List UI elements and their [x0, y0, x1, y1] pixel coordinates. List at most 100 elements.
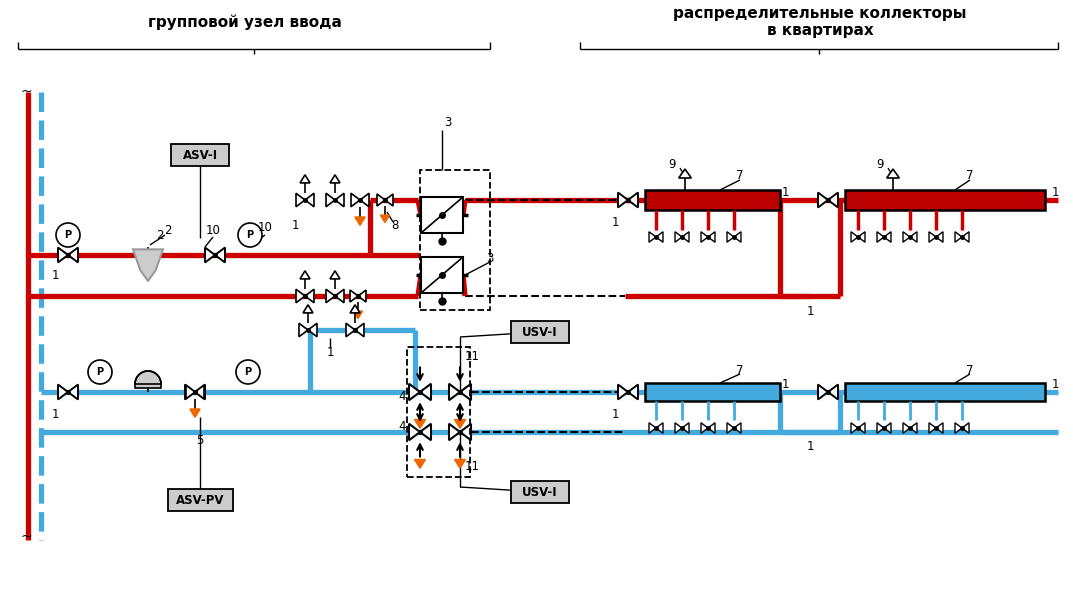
Bar: [421, 257, 464, 293]
Polygon shape: [877, 231, 884, 242]
Polygon shape: [205, 248, 215, 262]
Polygon shape: [185, 384, 195, 399]
Polygon shape: [708, 231, 715, 242]
Polygon shape: [133, 249, 163, 281]
Text: 1: 1: [806, 305, 813, 318]
Polygon shape: [305, 289, 314, 303]
Polygon shape: [858, 423, 865, 433]
Polygon shape: [335, 193, 344, 206]
Polygon shape: [330, 175, 340, 183]
Text: P: P: [97, 367, 104, 377]
Polygon shape: [936, 231, 943, 242]
Polygon shape: [68, 384, 78, 399]
Polygon shape: [354, 311, 363, 318]
Polygon shape: [682, 423, 689, 433]
Polygon shape: [851, 423, 858, 433]
Text: 5: 5: [196, 434, 204, 446]
Text: P: P: [247, 230, 253, 240]
Circle shape: [238, 223, 262, 247]
Text: 9: 9: [877, 158, 884, 171]
Polygon shape: [335, 289, 344, 303]
Text: 1: 1: [326, 346, 334, 359]
Polygon shape: [628, 193, 638, 208]
Polygon shape: [350, 305, 359, 313]
Polygon shape: [649, 423, 656, 433]
Polygon shape: [355, 217, 365, 225]
Polygon shape: [818, 193, 828, 208]
Polygon shape: [300, 271, 310, 279]
Bar: [645, 383, 780, 401]
Polygon shape: [305, 193, 314, 206]
Text: 11: 11: [465, 350, 480, 364]
Polygon shape: [355, 323, 364, 337]
Polygon shape: [300, 175, 310, 183]
Polygon shape: [68, 248, 78, 262]
Bar: [645, 190, 780, 210]
Text: P: P: [245, 367, 251, 377]
Polygon shape: [308, 323, 317, 337]
Polygon shape: [409, 424, 420, 440]
Polygon shape: [303, 305, 313, 313]
Polygon shape: [299, 323, 308, 337]
Polygon shape: [455, 419, 466, 428]
Text: 1: 1: [52, 268, 59, 281]
Polygon shape: [135, 371, 161, 384]
Polygon shape: [903, 423, 910, 433]
Polygon shape: [420, 424, 431, 440]
Polygon shape: [381, 215, 389, 223]
Polygon shape: [936, 423, 943, 433]
Text: 2: 2: [164, 224, 172, 236]
Polygon shape: [377, 194, 385, 206]
Polygon shape: [727, 231, 734, 242]
Polygon shape: [460, 424, 471, 440]
Polygon shape: [828, 384, 838, 399]
Polygon shape: [656, 423, 663, 433]
Text: 4: 4: [398, 390, 406, 403]
Polygon shape: [675, 423, 682, 433]
Polygon shape: [858, 231, 865, 242]
Text: 7: 7: [967, 168, 974, 181]
Polygon shape: [215, 248, 225, 262]
Polygon shape: [449, 384, 460, 400]
Polygon shape: [420, 384, 431, 400]
Polygon shape: [828, 193, 838, 208]
Polygon shape: [884, 231, 891, 242]
Polygon shape: [358, 290, 366, 302]
Polygon shape: [851, 231, 858, 242]
Circle shape: [236, 360, 260, 384]
Polygon shape: [449, 424, 460, 440]
Text: 7: 7: [736, 168, 744, 181]
Polygon shape: [962, 231, 969, 242]
Polygon shape: [701, 231, 708, 242]
Polygon shape: [195, 385, 204, 399]
Circle shape: [56, 223, 80, 247]
Bar: [167, 489, 233, 511]
Text: 1: 1: [781, 377, 789, 390]
Polygon shape: [734, 231, 741, 242]
Polygon shape: [296, 193, 305, 206]
Polygon shape: [618, 384, 628, 399]
Polygon shape: [962, 423, 969, 433]
Polygon shape: [682, 231, 689, 242]
Bar: [846, 190, 1045, 210]
Text: P: P: [64, 230, 72, 240]
Text: 1: 1: [612, 408, 619, 421]
Polygon shape: [910, 231, 917, 242]
Text: 7: 7: [967, 364, 974, 377]
Polygon shape: [701, 423, 708, 433]
Polygon shape: [910, 423, 917, 433]
Polygon shape: [675, 231, 682, 242]
Text: 8: 8: [392, 218, 399, 231]
Text: 10: 10: [206, 224, 220, 236]
Text: 9: 9: [668, 158, 676, 171]
Text: ASV-I: ASV-I: [182, 149, 218, 161]
Polygon shape: [734, 423, 741, 433]
Bar: [421, 197, 464, 233]
Polygon shape: [195, 384, 205, 399]
Text: 1: 1: [781, 186, 789, 199]
Text: ~: ~: [20, 85, 32, 99]
Polygon shape: [929, 423, 936, 433]
Text: 4: 4: [398, 421, 406, 434]
Bar: [511, 321, 569, 343]
Polygon shape: [886, 169, 899, 178]
